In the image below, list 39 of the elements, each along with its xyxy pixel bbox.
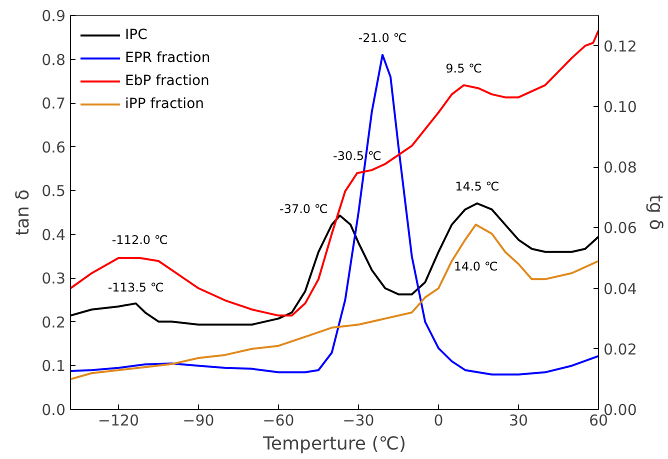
y2-tick-label: 0.08 [604,158,637,177]
y2-tick-label: 0.06 [604,219,637,238]
y-tick-label: 0.6 [42,138,66,156]
line-series [70,30,598,317]
y-tick-label: 0.9 [42,7,66,25]
legend-label: EbP fraction [125,73,210,89]
y-tick-label: 0.3 [42,270,66,288]
y-axis-title: tan δ [12,189,34,236]
y2-tick-label: 0.04 [604,280,637,298]
x-tick-label: 30 [508,412,528,430]
y-tick-label: 0.7 [42,94,66,113]
y-tick-label: 0.1 [42,357,66,376]
y-tick-label: 0.5 [42,182,66,200]
annotation: -37.0 ℃ [279,202,328,216]
y-tick-label: 0.2 [42,313,66,332]
annotation: 9.5 ℃ [446,62,482,76]
y2-tick-label: 0.02 [604,340,637,358]
annotation: -30.5 ℃ [332,149,382,164]
annotation: -21.0 ℃ [358,30,407,45]
x-tick-label: −60 [262,412,294,430]
x-axis-title: Temperture (℃) [262,434,406,454]
y-tick-label: 0.8 [42,50,66,69]
annotation: 14.5 ℃ [455,180,500,194]
y-tick-label: 0.4 [42,226,66,244]
x-tick-label: 0 [434,412,444,430]
x-tick-label: −30 [342,412,374,430]
annotation: 14.0 ℃ [454,260,498,274]
legend-label: iPP fraction [125,96,204,112]
y2-axis-title: tg δ [644,194,666,230]
legend-label: IPC [125,27,148,43]
annotation: -112.0 ℃ [112,233,168,248]
y2-tick-label: 0.12 [604,37,637,56]
legend-label: EPR fraction [125,50,210,66]
y2-tick-label: 0.10 [604,98,637,116]
x-tick-label: −90 [182,412,214,430]
y-tick-label: 0.0 [42,401,66,419]
x-tick-label: −120 [98,412,140,430]
annotation: -113.5 ℃ [108,280,164,294]
line-series [70,224,598,380]
